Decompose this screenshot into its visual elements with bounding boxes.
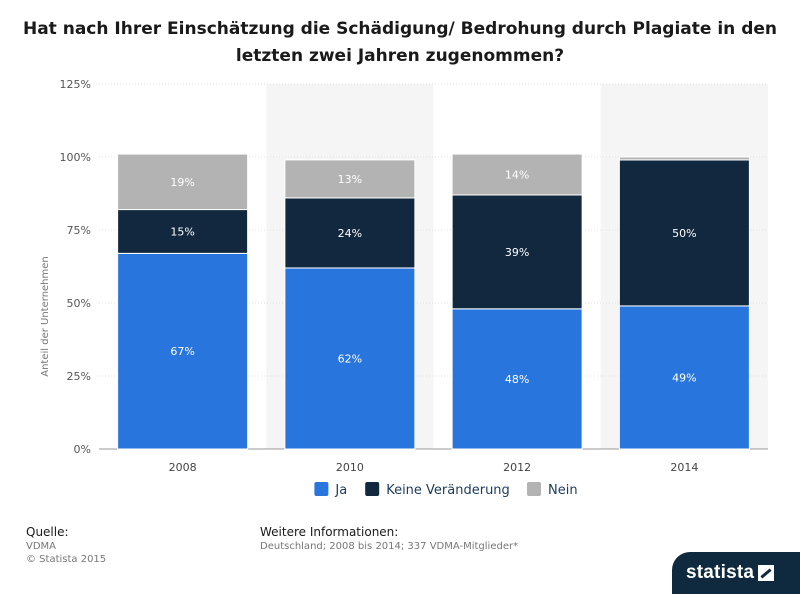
data-label: 15% bbox=[170, 225, 194, 238]
y-tick-label: 50% bbox=[67, 297, 91, 310]
bar-segment bbox=[284, 197, 416, 269]
data-label: 49% bbox=[672, 371, 696, 384]
chart-title: Hat nach Ihrer Einschätzung die Schädigu… bbox=[10, 16, 790, 70]
data-label: 24% bbox=[338, 227, 362, 240]
chart-title-line-1: Hat nach Ihrer Einschätzung die Schädigu… bbox=[22, 19, 777, 39]
data-label: 67% bbox=[170, 345, 194, 358]
copyright-line: © Statista 2015 bbox=[26, 554, 107, 565]
bar-segment bbox=[618, 156, 750, 161]
bar-segment bbox=[284, 267, 416, 450]
legend-swatch bbox=[314, 482, 329, 496]
x-tick-label: 2012 bbox=[503, 461, 531, 474]
stacked-bar-chart: 0% 25% 50% 75% 100% 125% Anteil der Unternehme… bbox=[40, 78, 768, 498]
y-tick-label: 100% bbox=[60, 151, 91, 164]
x-tick-label: 2010 bbox=[336, 461, 364, 474]
y-tick-label: 0% bbox=[74, 443, 91, 456]
bar-segment bbox=[618, 159, 750, 307]
statista-logo-icon bbox=[758, 565, 775, 581]
y-tick-label: 125% bbox=[60, 78, 91, 91]
x-tick-label: 2014 bbox=[670, 461, 698, 474]
legend-label: Ja bbox=[334, 483, 347, 498]
statista-logo[interactable]: statista bbox=[672, 552, 800, 594]
data-label: 48% bbox=[505, 373, 529, 386]
bar-segment bbox=[451, 153, 583, 196]
bar-segment bbox=[284, 159, 416, 199]
source-label: Quelle: bbox=[26, 525, 69, 539]
bar-segment bbox=[451, 308, 583, 450]
y-tick-label: 25% bbox=[67, 370, 91, 383]
brand-name: statista bbox=[686, 562, 755, 583]
legend-swatch bbox=[365, 482, 380, 496]
y-tick-label: 75% bbox=[67, 224, 91, 237]
y-axis-label: Anteil der Unternehmen bbox=[40, 256, 51, 377]
bar-segment bbox=[117, 209, 249, 254]
chart-title-line-2: letzten zwei Jahren zugenommen? bbox=[235, 46, 565, 66]
bar-segment bbox=[117, 153, 249, 211]
data-label: 14% bbox=[505, 169, 529, 182]
x-tick-label: 2008 bbox=[169, 461, 197, 474]
bar-segment bbox=[618, 305, 750, 450]
data-label: 13% bbox=[338, 173, 362, 186]
legend-label: Nein bbox=[548, 483, 578, 498]
legend-label: Keine Veränderung bbox=[386, 483, 510, 498]
data-label: 50% bbox=[672, 227, 696, 240]
data-label: 39% bbox=[505, 246, 529, 259]
data-label: 62% bbox=[338, 352, 362, 365]
info-text: Deutschland; 2008 bis 2014; 337 VDMA-Mit… bbox=[260, 541, 519, 552]
source-line: VDMA bbox=[26, 541, 57, 552]
info-label: Weitere Informationen: bbox=[260, 525, 399, 539]
bar-segment bbox=[451, 194, 583, 310]
legend-swatch bbox=[527, 482, 541, 496]
data-label: 19% bbox=[170, 176, 194, 189]
